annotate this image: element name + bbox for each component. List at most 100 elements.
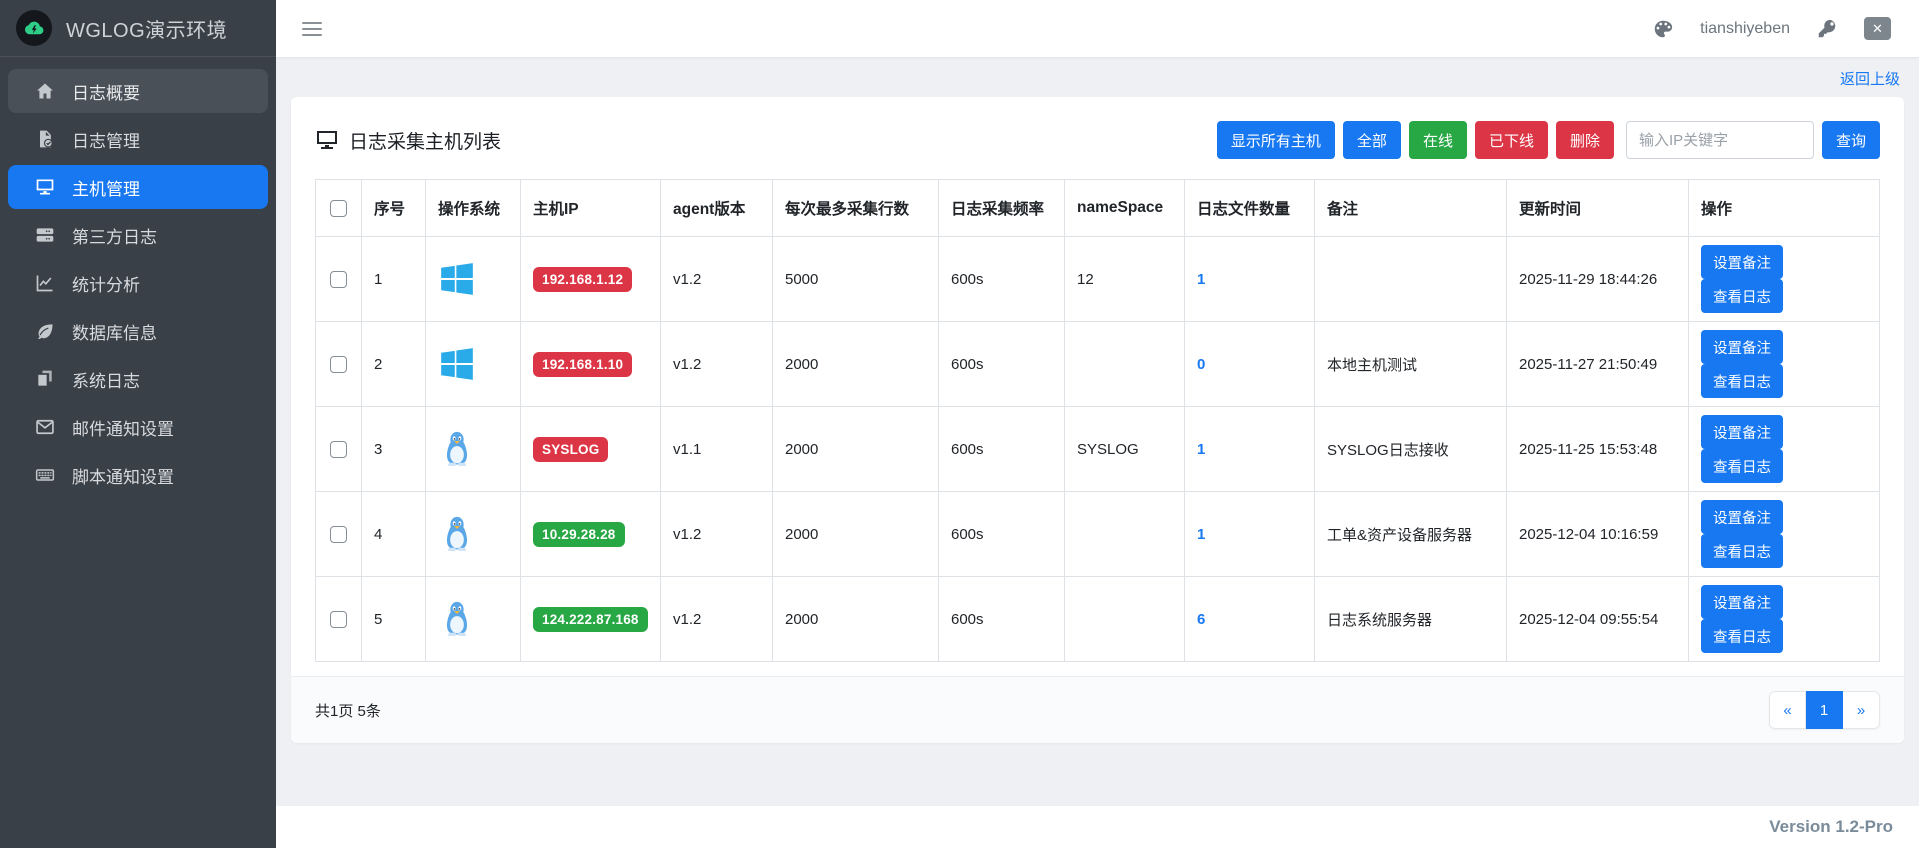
pagination-summary: 共1页 5条 — [315, 702, 381, 720]
cell-host-ip: 124.222.87.168 — [520, 576, 661, 662]
cell-remark: 本地主机测试 — [1314, 321, 1507, 407]
host-table: 序号 操作系统 主机IP agent版本 每次最多采集行数 日志采集频率 nameSpace… — [315, 179, 1880, 662]
cell-os — [425, 576, 521, 662]
sidebar-item-home[interactable]: 日志概要 — [8, 69, 268, 113]
column-header: 序号 — [361, 179, 426, 237]
cell-index: 4 — [361, 491, 426, 577]
cell-host-ip: 10.29.28.28 — [520, 491, 661, 577]
filter-button-4[interactable]: 已下线 — [1474, 121, 1548, 159]
back-link[interactable]: 返回上级 — [1839, 71, 1900, 88]
cell-os — [425, 321, 521, 407]
cell-actions: 设置备注查看日志 — [1688, 576, 1880, 662]
cell-frequency: 600s — [938, 321, 1065, 407]
sidebar: WGLOG演示环境 日志概要 日志管理 主机管理 第三方日志 统计分析 数据库信息 系统日志… — [0, 0, 276, 848]
sidebar-item-label: 主机管理 — [72, 179, 140, 199]
cell-index: 5 — [361, 576, 426, 662]
column-header: nameSpace — [1064, 179, 1185, 237]
cell-actions: 设置备注查看日志 — [1688, 491, 1880, 577]
sidebar-item-copy[interactable]: 系统日志 — [8, 357, 268, 401]
search-button[interactable]: 查询 — [1821, 121, 1880, 159]
card-title-row: 日志采集主机列表 — [315, 127, 501, 154]
page-button-1[interactable]: 1 — [1806, 691, 1843, 729]
view-logs-button[interactable]: 查看日志 — [1701, 279, 1783, 313]
sidebar-item-label: 日志管理 — [72, 131, 140, 151]
table-body: 1 192.168.1.12 v1.2 5000 600s 12 1 2025-11-29 1… — [315, 236, 1880, 662]
menu-toggle-icon[interactable] — [302, 21, 322, 36]
column-header: 日志采集频率 — [938, 179, 1065, 237]
host-ip-badge: 124.222.87.168 — [533, 606, 648, 632]
sidebar-item-leaf[interactable]: 数据库信息 — [8, 309, 268, 353]
table-row: 1 192.168.1.12 v1.2 5000 600s 12 1 2025-11-29 1… — [315, 236, 1880, 322]
ip-search-input[interactable] — [1625, 121, 1814, 159]
header-checkbox-cell — [315, 179, 362, 237]
cell-max-lines: 2000 — [772, 321, 939, 407]
select-all-checkbox[interactable] — [330, 199, 347, 217]
host-ip-badge: 192.168.1.10 — [533, 351, 633, 377]
file-count-link[interactable]: 1 — [1197, 440, 1206, 458]
set-remark-button[interactable]: 设置备注 — [1701, 245, 1783, 279]
cell-remark: 工单&资产设备服务器 — [1314, 491, 1507, 577]
sidebar-item-chart-line[interactable]: 统计分析 — [8, 261, 268, 305]
sidebar-item-label: 系统日志 — [72, 371, 140, 391]
cell-max-lines: 2000 — [772, 406, 939, 492]
pagination: «1» — [1769, 691, 1880, 729]
set-remark-button[interactable]: 设置备注 — [1701, 585, 1783, 619]
view-logs-button[interactable]: 查看日志 — [1701, 449, 1783, 483]
cell-frequency: 600s — [938, 491, 1065, 577]
topbar-right: tianshiyeben ✕ — [1652, 17, 1891, 40]
filter-button-3[interactable]: 在线 — [1408, 121, 1467, 159]
home-icon — [34, 80, 56, 102]
sidebar-item-monitor[interactable]: 主机管理 — [8, 165, 268, 209]
sidebar-item-keyboard[interactable]: 脚本通知设置 — [8, 453, 268, 497]
filter-button-1[interactable]: 显示所有主机 — [1216, 121, 1335, 159]
cell-index: 1 — [361, 236, 426, 322]
file-count-link[interactable]: 6 — [1197, 610, 1206, 628]
logout-icon[interactable]: ✕ — [1864, 17, 1891, 40]
sidebar-item-file-check[interactable]: 日志管理 — [8, 117, 268, 161]
set-remark-button[interactable]: 设置备注 — [1701, 500, 1783, 534]
row-checkbox[interactable] — [330, 440, 347, 458]
card-footer: 共1页 5条 «1» — [291, 676, 1904, 743]
cell-os — [425, 236, 521, 322]
cell-host-ip: 192.168.1.12 — [520, 236, 661, 322]
prev-page-button[interactable]: « — [1769, 691, 1806, 729]
set-remark-button[interactable]: 设置备注 — [1701, 415, 1783, 449]
sidebar-item-mail[interactable]: 邮件通知设置 — [8, 405, 268, 449]
row-checkbox[interactable] — [330, 355, 347, 373]
sidebar-item-label: 日志概要 — [72, 83, 140, 103]
sidebar-item-server[interactable]: 第三方日志 — [8, 213, 268, 257]
next-page-button[interactable]: » — [1843, 691, 1880, 729]
set-remark-button[interactable]: 设置备注 — [1701, 330, 1783, 364]
cell-host-ip: SYSLOG — [520, 406, 661, 492]
cell-namespace — [1064, 321, 1185, 407]
cell-agent-version: v1.2 — [660, 576, 773, 662]
key-icon[interactable] — [1816, 18, 1838, 40]
row-checkbox[interactable] — [330, 270, 347, 288]
row-checkbox[interactable] — [330, 610, 347, 628]
table-wrap: 序号 操作系统 主机IP agent版本 每次最多采集行数 日志采集频率 nameSpace… — [291, 179, 1904, 662]
cell-agent-version: v1.2 — [660, 236, 773, 322]
filter-button-2[interactable]: 全部 — [1342, 121, 1401, 159]
palette-icon[interactable] — [1652, 18, 1674, 40]
app-logo — [16, 10, 52, 46]
cell-remark — [1314, 236, 1507, 322]
cell-namespace — [1064, 491, 1185, 577]
cell-max-lines: 5000 — [772, 236, 939, 322]
server-icon — [34, 224, 56, 246]
cell-remark: 日志系统服务器 — [1314, 576, 1507, 662]
file-count-link[interactable]: 1 — [1197, 525, 1206, 543]
username[interactable]: tianshiyeben — [1700, 19, 1790, 37]
row-checkbox[interactable] — [330, 525, 347, 543]
copy-icon — [34, 368, 56, 390]
view-logs-button[interactable]: 查看日志 — [1701, 534, 1783, 568]
view-logs-button[interactable]: 查看日志 — [1701, 619, 1783, 653]
filter-button-5[interactable]: 删除 — [1555, 121, 1614, 159]
breadcrumb: 返回上级 — [291, 57, 1904, 97]
file-count-link[interactable]: 0 — [1197, 355, 1206, 373]
file-count-link[interactable]: 1 — [1197, 270, 1206, 288]
view-logs-button[interactable]: 查看日志 — [1701, 364, 1783, 398]
